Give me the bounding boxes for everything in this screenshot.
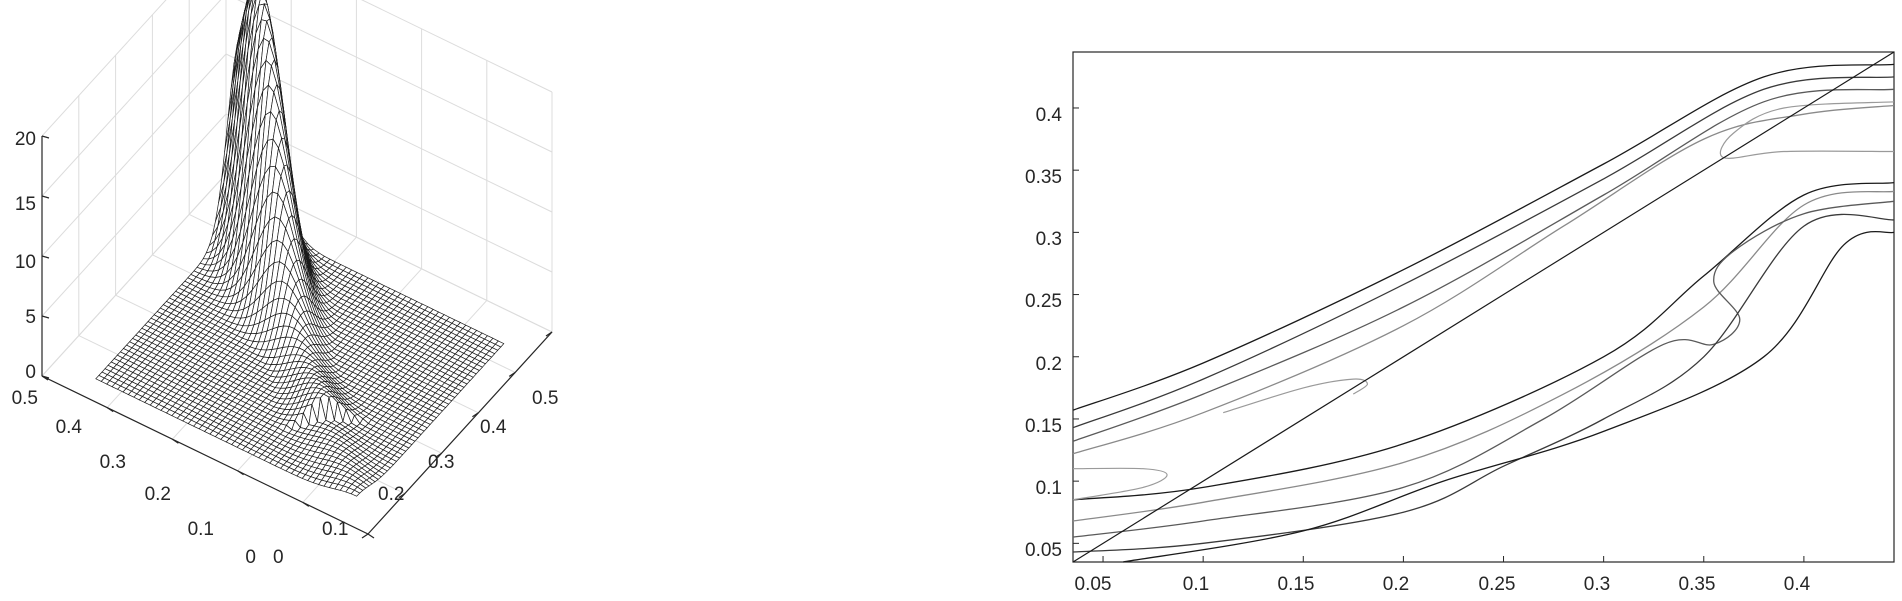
x-tick-mark (545, 331, 553, 337)
y-tick-label: 0.4 (1036, 105, 1063, 126)
contour-line (1719, 101, 1895, 159)
x-tick-mark (361, 533, 369, 539)
contour-line (1122, 230, 1895, 563)
grid-line (41, 0, 167, 137)
y-tick-label: 0.15 (1025, 416, 1062, 437)
z-tick-mark (41, 375, 50, 379)
z-tick-mark (41, 195, 50, 199)
y-tick-label: 0.25 (1025, 291, 1062, 312)
contour-line (1072, 104, 1895, 455)
contour-ticks: 0.05 0.1 0.15 0.2 0.25 0.3 0.35 0.4 0.05… (1025, 105, 1811, 595)
surface-ticks: 0 5 10 15 20 0.5 0.4 0.3 0.2 0.1 0 0 0.1… (12, 129, 559, 568)
x-tick-label: 0.1 (1183, 574, 1209, 595)
x-tick-mark (398, 493, 406, 499)
grid-line (41, 113, 227, 317)
y-tick-label: 0.4 (56, 417, 83, 438)
y-tick-mark (367, 533, 375, 539)
y-tick-mark (302, 501, 310, 507)
diagonal-reference-line (1072, 51, 1895, 563)
x-tick-label: 0.3 (1584, 574, 1610, 595)
contour-line (1072, 63, 1895, 411)
x-tick-label: 0.5 (532, 388, 558, 409)
y-tick-label: 0 (245, 547, 256, 568)
x-tick-label: 0.2 (1383, 574, 1409, 595)
contour-plot: 0.05 0.1 0.15 0.2 0.25 0.3 0.35 0.4 0.05… (1025, 51, 1895, 595)
z-tick-mark (41, 255, 50, 259)
z-tick-label: 10 (15, 252, 36, 273)
z-tick-label: 0 (25, 362, 36, 383)
y-tick-label: 0.3 (100, 452, 126, 473)
grid-line (237, 0, 553, 153)
contour-lines (1072, 51, 1895, 563)
y-tick-mark (172, 438, 179, 444)
x-tick-mark (435, 452, 442, 458)
x-tick-label: 0.35 (1679, 574, 1716, 595)
y-tick-label: 0.35 (1025, 167, 1062, 188)
surface-mesh (95, 0, 505, 497)
z-tick-label: 5 (25, 307, 36, 328)
x-tick-label: 0.15 (1278, 574, 1315, 595)
y-tick-mark (237, 470, 244, 476)
x-tick-label: 0.2 (378, 484, 404, 505)
y-tick-label: 0.2 (145, 484, 171, 505)
contour-line (1072, 200, 1895, 538)
x-tick-label: 0 (273, 547, 284, 568)
x-tick-mark (472, 412, 479, 418)
x-tick-label: 0.3 (428, 452, 454, 473)
y-tick-label: 0.05 (1025, 540, 1062, 561)
contour-line (1072, 467, 1168, 501)
grid-line (41, 173, 227, 377)
contour-axes-box (1072, 51, 1895, 563)
y-tick-label: 0.1 (188, 519, 214, 540)
grid-line (41, 53, 227, 257)
z-tick-label: 15 (15, 194, 36, 215)
x-tick-label: 0.4 (1784, 574, 1811, 595)
x-axis-line (367, 331, 553, 535)
z-tick-mark (41, 315, 50, 319)
y-tick-mark (106, 407, 114, 413)
z-tick-label: 20 (15, 129, 36, 150)
y-tick-label: 0.1 (1036, 478, 1062, 499)
x-tick-label: 0.4 (480, 417, 507, 438)
grid-line (225, 53, 553, 213)
contour-line (1072, 76, 1895, 429)
y-tick-label: 0.2 (1036, 354, 1062, 375)
grid-line (41, 0, 222, 197)
contour-line (1223, 378, 1369, 414)
y-tick-label: 0.5 (12, 388, 38, 409)
x-tick-mark (508, 371, 516, 377)
surface-plot: 0 5 10 15 20 0.5 0.4 0.3 0.2 0.1 0 0 0.1… (12, 0, 559, 568)
grid-line (361, 0, 553, 93)
contour-line (1072, 88, 1895, 442)
surface-axes (41, 135, 553, 539)
contour-line (1072, 181, 1895, 501)
z-tick-mark (41, 135, 50, 139)
contour-line (1072, 213, 1895, 553)
x-tick-label: 0.1 (322, 519, 348, 540)
x-tick-label: 0.25 (1479, 574, 1516, 595)
y-tick-label: 0.3 (1036, 229, 1062, 250)
surface-cell (350, 489, 361, 497)
contour-line (1072, 190, 1895, 522)
x-tick-label: 0.05 (1075, 574, 1112, 595)
y-axis-line (41, 375, 369, 535)
